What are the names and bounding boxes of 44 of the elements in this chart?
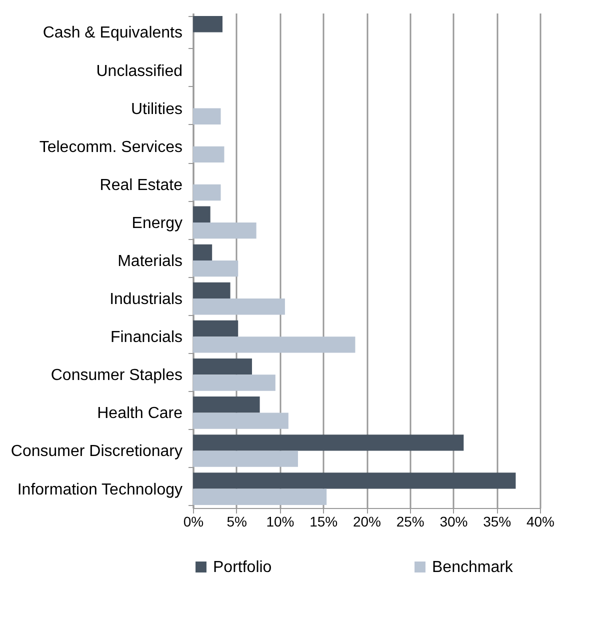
x-tick-label: 40% — [526, 514, 555, 530]
y-tick-label: Utilities — [130, 100, 182, 118]
bar — [193, 434, 464, 451]
y-tick-label: Financials — [110, 329, 182, 346]
legend-label: Benchmark — [432, 559, 514, 576]
bar — [193, 488, 327, 505]
y-tick-label: Energy — [132, 214, 182, 232]
legend-label: Portfolio — [213, 559, 272, 576]
bar — [193, 108, 221, 124]
bar — [193, 450, 298, 467]
bar — [193, 336, 356, 353]
y-tick-label: Real Estate — [100, 176, 183, 194]
bar — [193, 298, 285, 315]
x-tick-label: 10% — [266, 514, 294, 530]
y-tick-label: Materials — [118, 253, 182, 270]
y-tick-label: Health Care — [97, 405, 183, 422]
x-tick-label: 30% — [440, 514, 468, 530]
bar — [193, 184, 221, 201]
y-tick-label: Industrials — [110, 291, 182, 308]
y-tick-label: Telecomm. Services — [39, 138, 182, 156]
bar — [193, 472, 516, 489]
x-tick-label: 20% — [352, 514, 382, 530]
y-tick-label: Information Technology — [17, 481, 182, 498]
bar — [193, 412, 288, 429]
x-tick-label: 5% — [226, 514, 247, 530]
y-tick-label: Consumer Discretionary — [10, 443, 182, 460]
bar — [193, 244, 212, 260]
y-tick-label: Cash & Equivalents — [42, 24, 182, 42]
bar — [193, 374, 276, 391]
bar — [193, 146, 224, 163]
bar — [193, 222, 256, 239]
x-tick-label: 25% — [396, 514, 424, 530]
bar — [193, 320, 238, 337]
x-tick-label: 0% — [183, 514, 204, 530]
bar — [193, 16, 222, 32]
x-tick-label: 15% — [310, 514, 338, 530]
bar — [193, 206, 210, 222]
y-tick-label: Unclassified — [96, 62, 182, 80]
bar — [193, 282, 230, 299]
bar — [193, 358, 252, 375]
bar — [193, 260, 238, 277]
x-tick-label: 35% — [483, 514, 512, 530]
bar — [193, 396, 260, 413]
y-tick-label: Consumer Staples — [50, 367, 182, 384]
